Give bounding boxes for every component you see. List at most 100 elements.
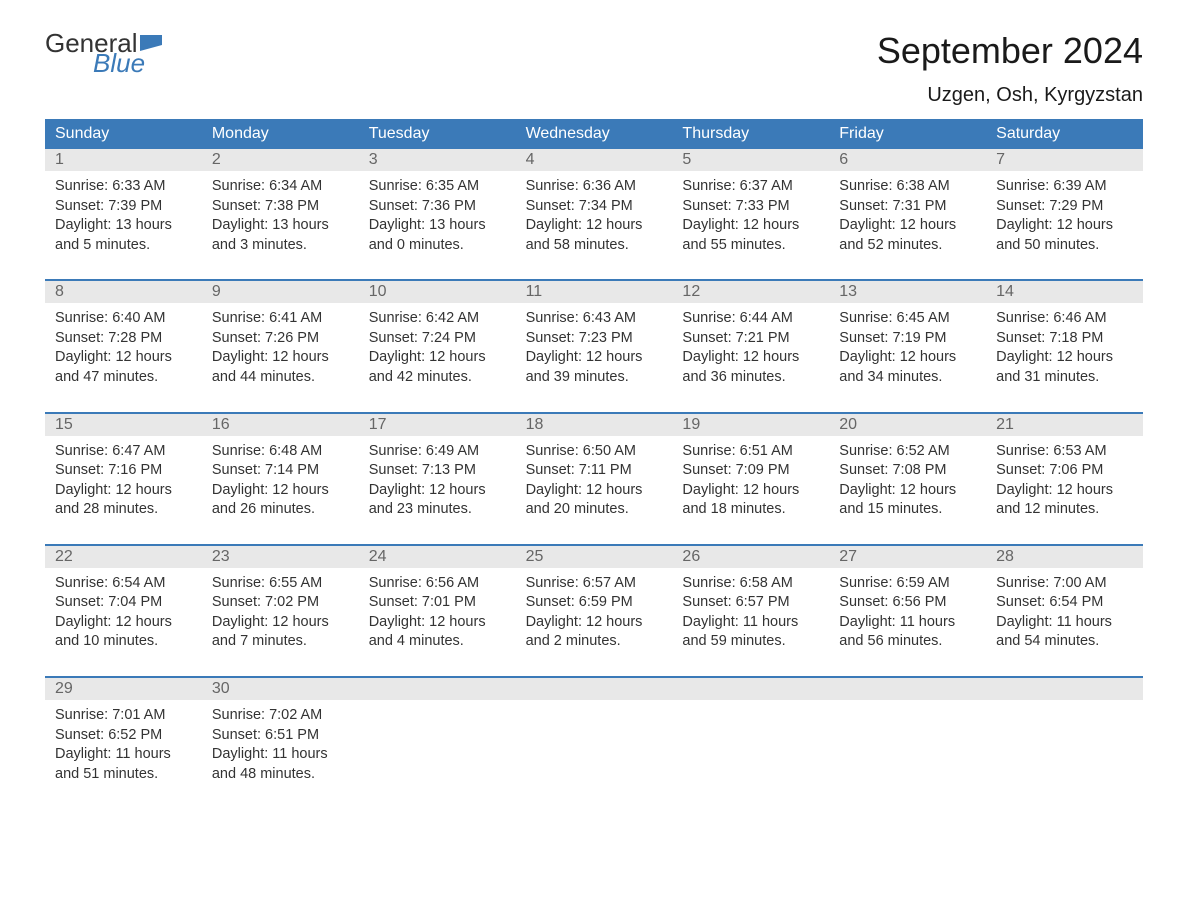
day-daylight1: Daylight: 12 hours	[55, 348, 192, 368]
day-sunset: Sunset: 7:29 PM	[996, 197, 1133, 217]
day-daylight1: Daylight: 12 hours	[682, 348, 819, 368]
day-sunset: Sunset: 6:54 PM	[996, 593, 1133, 613]
day-sunset: Sunset: 7:24 PM	[369, 329, 506, 349]
day-daylight1: Daylight: 12 hours	[996, 348, 1133, 368]
day-sunset: Sunset: 7:08 PM	[839, 461, 976, 481]
day-number-strip: 891011121314	[45, 281, 1143, 303]
title-block: September 2024 Uzgen, Osh, Kyrgyzstan	[877, 30, 1143, 107]
day-header-tuesday: Tuesday	[359, 119, 516, 149]
logo-text-blue: Blue	[93, 50, 145, 76]
day-daylight1: Daylight: 11 hours	[996, 613, 1133, 633]
day-number	[672, 678, 829, 700]
day-sunrise: Sunrise: 6:58 AM	[682, 574, 819, 594]
day-content: Sunrise: 6:51 AMSunset: 7:09 PMDaylight:…	[672, 436, 829, 520]
day-number: 14	[986, 281, 1143, 303]
day-sunrise: Sunrise: 6:41 AM	[212, 309, 349, 329]
day-sunrise: Sunrise: 6:53 AM	[996, 442, 1133, 462]
day-content: Sunrise: 6:49 AMSunset: 7:13 PMDaylight:…	[359, 436, 516, 520]
day-content: Sunrise: 6:58 AMSunset: 6:57 PMDaylight:…	[672, 568, 829, 652]
day-sunrise: Sunrise: 6:38 AM	[839, 177, 976, 197]
day-header-wednesday: Wednesday	[516, 119, 673, 149]
day-sunrise: Sunrise: 6:48 AM	[212, 442, 349, 462]
week-row: 22232425262728 Sunrise: 6:54 AMSunset: 7:…	[45, 544, 1143, 652]
day-daylight1: Daylight: 12 hours	[526, 613, 663, 633]
day-daylight1: Daylight: 13 hours	[55, 216, 192, 236]
day-number: 1	[45, 149, 202, 171]
day-daylight2: and 5 minutes.	[55, 236, 192, 256]
day-daylight2: and 28 minutes.	[55, 500, 192, 520]
day-number: 4	[516, 149, 673, 171]
day-daylight2: and 59 minutes.	[682, 632, 819, 652]
week-row: 15161718192021Sunrise: 6:47 AMSunset: 7:…	[45, 412, 1143, 520]
day-sunset: Sunset: 7:06 PM	[996, 461, 1133, 481]
day-number-strip: 22232425262728	[45, 546, 1143, 568]
day-number: 3	[359, 149, 516, 171]
day-content: Sunrise: 7:02 AMSunset: 6:51 PMDaylight:…	[202, 700, 359, 784]
day-content-strip: Sunrise: 6:33 AMSunset: 7:39 PMDaylight:…	[45, 171, 1143, 255]
day-daylight1: Daylight: 12 hours	[369, 481, 506, 501]
day-sunrise: Sunrise: 6:59 AM	[839, 574, 976, 594]
day-content: Sunrise: 7:00 AMSunset: 6:54 PMDaylight:…	[986, 568, 1143, 652]
day-content: Sunrise: 6:40 AMSunset: 7:28 PMDaylight:…	[45, 303, 202, 387]
day-content: Sunrise: 6:50 AMSunset: 7:11 PMDaylight:…	[516, 436, 673, 520]
day-daylight1: Daylight: 12 hours	[369, 348, 506, 368]
day-sunrise: Sunrise: 6:40 AM	[55, 309, 192, 329]
week-row: 1234567Sunrise: 6:33 AMSunset: 7:39 PMDa…	[45, 149, 1143, 255]
day-content-strip: Sunrise: 6:40 AMSunset: 7:28 PMDaylight:…	[45, 303, 1143, 387]
day-sunrise: Sunrise: 6:39 AM	[996, 177, 1133, 197]
day-number	[829, 678, 986, 700]
day-daylight2: and 0 minutes.	[369, 236, 506, 256]
day-daylight1: Daylight: 12 hours	[369, 613, 506, 633]
day-sunrise: Sunrise: 6:54 AM	[55, 574, 192, 594]
day-sunrise: Sunrise: 7:00 AM	[996, 574, 1133, 594]
day-sunset: Sunset: 7:28 PM	[55, 329, 192, 349]
day-daylight2: and 20 minutes.	[526, 500, 663, 520]
day-sunrise: Sunrise: 6:51 AM	[682, 442, 819, 462]
day-daylight1: Daylight: 12 hours	[996, 481, 1133, 501]
day-number: 11	[516, 281, 673, 303]
day-sunset: Sunset: 7:38 PM	[212, 197, 349, 217]
brand-logo: General Blue	[45, 30, 162, 76]
day-daylight1: Daylight: 12 hours	[212, 481, 349, 501]
day-daylight1: Daylight: 11 hours	[682, 613, 819, 633]
day-daylight1: Daylight: 12 hours	[839, 481, 976, 501]
day-sunset: Sunset: 7:18 PM	[996, 329, 1133, 349]
day-number: 22	[45, 546, 202, 568]
day-content: Sunrise: 7:01 AMSunset: 6:52 PMDaylight:…	[45, 700, 202, 784]
day-content: Sunrise: 6:45 AMSunset: 7:19 PMDaylight:…	[829, 303, 986, 387]
day-content: Sunrise: 6:53 AMSunset: 7:06 PMDaylight:…	[986, 436, 1143, 520]
day-content: Sunrise: 6:52 AMSunset: 7:08 PMDaylight:…	[829, 436, 986, 520]
day-content: Sunrise: 6:35 AMSunset: 7:36 PMDaylight:…	[359, 171, 516, 255]
day-daylight2: and 36 minutes.	[682, 368, 819, 388]
day-daylight2: and 50 minutes.	[996, 236, 1133, 256]
day-content: Sunrise: 6:36 AMSunset: 7:34 PMDaylight:…	[516, 171, 673, 255]
day-number: 30	[202, 678, 359, 700]
day-daylight1: Daylight: 11 hours	[839, 613, 976, 633]
day-content: Sunrise: 6:48 AMSunset: 7:14 PMDaylight:…	[202, 436, 359, 520]
day-daylight1: Daylight: 13 hours	[369, 216, 506, 236]
day-daylight1: Daylight: 11 hours	[55, 745, 192, 765]
day-number: 6	[829, 149, 986, 171]
day-sunset: Sunset: 7:36 PM	[369, 197, 506, 217]
day-sunset: Sunset: 7:04 PM	[55, 593, 192, 613]
day-content: Sunrise: 6:44 AMSunset: 7:21 PMDaylight:…	[672, 303, 829, 387]
day-sunrise: Sunrise: 7:01 AM	[55, 706, 192, 726]
day-content: Sunrise: 6:41 AMSunset: 7:26 PMDaylight:…	[202, 303, 359, 387]
day-sunset: Sunset: 7:11 PM	[526, 461, 663, 481]
day-daylight1: Daylight: 11 hours	[212, 745, 349, 765]
day-sunrise: Sunrise: 6:43 AM	[526, 309, 663, 329]
day-sunset: Sunset: 7:16 PM	[55, 461, 192, 481]
day-header-thursday: Thursday	[672, 119, 829, 149]
day-daylight2: and 58 minutes.	[526, 236, 663, 256]
day-daylight1: Daylight: 12 hours	[526, 216, 663, 236]
day-number: 16	[202, 414, 359, 436]
day-number	[359, 678, 516, 700]
day-daylight1: Daylight: 12 hours	[212, 348, 349, 368]
month-title: September 2024	[877, 30, 1143, 72]
day-sunset: Sunset: 7:39 PM	[55, 197, 192, 217]
day-daylight1: Daylight: 12 hours	[996, 216, 1133, 236]
flag-icon	[140, 35, 162, 51]
day-sunset: Sunset: 7:26 PM	[212, 329, 349, 349]
day-content: Sunrise: 6:56 AMSunset: 7:01 PMDaylight:…	[359, 568, 516, 652]
day-sunset: Sunset: 6:59 PM	[526, 593, 663, 613]
